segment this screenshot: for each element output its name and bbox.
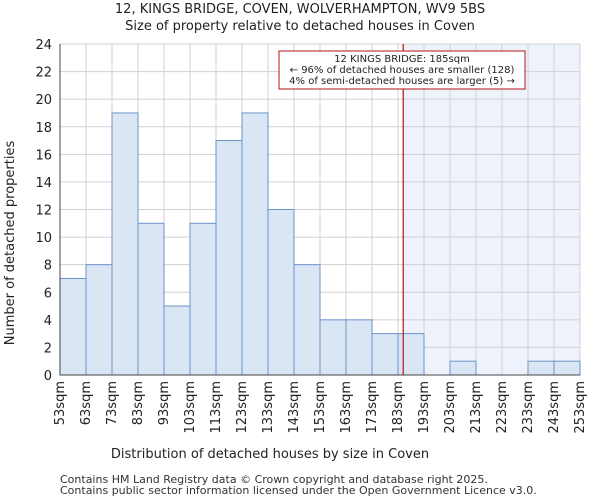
y-tick-label: 18: [35, 121, 52, 136]
histogram-bar: [397, 333, 425, 376]
chart-title: 12, KINGS BRIDGE, COVEN, WOLVERHAMPTON, …: [114, 2, 486, 17]
x-tick-label: 123sqm: [235, 381, 250, 434]
y-tick-label: 0: [44, 369, 52, 384]
y-tick-label: 8: [44, 259, 52, 274]
x-tick-label: 63sqm: [79, 381, 94, 425]
annotation-box: 12 KINGS BRIDGE: 185sqm ← 96% of detache…: [278, 50, 526, 90]
y-tick-label: 4: [44, 314, 52, 329]
histogram-bar: [527, 360, 555, 376]
x-tick-label: 153sqm: [313, 381, 328, 434]
x-tick-label: 163sqm: [339, 381, 354, 434]
x-tick-label: 173sqm: [365, 381, 380, 434]
histogram-bar: [189, 222, 217, 376]
histogram-bar: [267, 209, 295, 376]
y-tick-label: 12: [35, 204, 52, 219]
footer-line-1: Contains HM Land Registry data © Crown c…: [60, 473, 488, 486]
annotation-line-3: 4% of semi-detached houses are larger (5…: [289, 76, 515, 87]
histogram-bar: [215, 140, 243, 376]
x-tick-label: 53sqm: [53, 381, 68, 425]
histogram-bar: [59, 277, 87, 376]
y-tick-label: 20: [35, 93, 52, 108]
y-tick-label: 16: [35, 148, 52, 163]
footer-line-2: Contains public sector information licen…: [60, 484, 537, 497]
y-tick-label: 22: [35, 66, 52, 81]
x-tick-label: 193sqm: [417, 381, 432, 434]
histogram-bar: [241, 112, 269, 376]
histogram-bar: [85, 264, 113, 376]
y-tick-label: 24: [35, 38, 52, 53]
histogram-bar: [371, 333, 399, 376]
x-tick-label: 73sqm: [105, 381, 120, 425]
x-tick-label: 183sqm: [391, 381, 406, 434]
annotation-line-2: ← 96% of detached houses are smaller (12…: [290, 65, 515, 76]
histogram-bar: [293, 264, 321, 376]
histogram-bar: [111, 112, 139, 376]
x-tick-label: 223sqm: [495, 381, 510, 434]
x-tick-label: 243sqm: [547, 381, 562, 434]
annotation-line-1: 12 KINGS BRIDGE: 185sqm: [334, 54, 470, 65]
x-tick-label: 93sqm: [157, 381, 172, 425]
histogram-bar: [553, 360, 581, 376]
y-tick-label: 10: [35, 231, 52, 246]
x-tick-label: 213sqm: [469, 381, 484, 434]
x-tick-label: 253sqm: [573, 381, 588, 434]
histogram-bar: [163, 305, 191, 376]
x-tick-label: 133sqm: [261, 381, 276, 434]
x-tick-label: 83sqm: [131, 381, 146, 425]
chart-subtitle: Size of property relative to detached ho…: [125, 19, 475, 34]
x-axis-label: Distribution of detached houses by size …: [111, 447, 429, 462]
x-tick-label: 103sqm: [183, 381, 198, 434]
x-tick-label: 143sqm: [287, 381, 302, 434]
y-axis-label: Number of detached properties: [3, 141, 18, 346]
x-tick-label: 113sqm: [209, 381, 224, 434]
x-tick-label: 203sqm: [443, 381, 458, 434]
y-tick-label: 6: [44, 286, 52, 301]
y-tick-label: 14: [35, 176, 52, 191]
y-tick-label: 2: [44, 341, 52, 356]
histogram-bar: [345, 319, 373, 376]
histogram-bar: [319, 319, 347, 376]
x-tick-label: 233sqm: [521, 381, 536, 434]
histogram-bar: [449, 360, 477, 376]
histogram-bar: [137, 222, 165, 376]
